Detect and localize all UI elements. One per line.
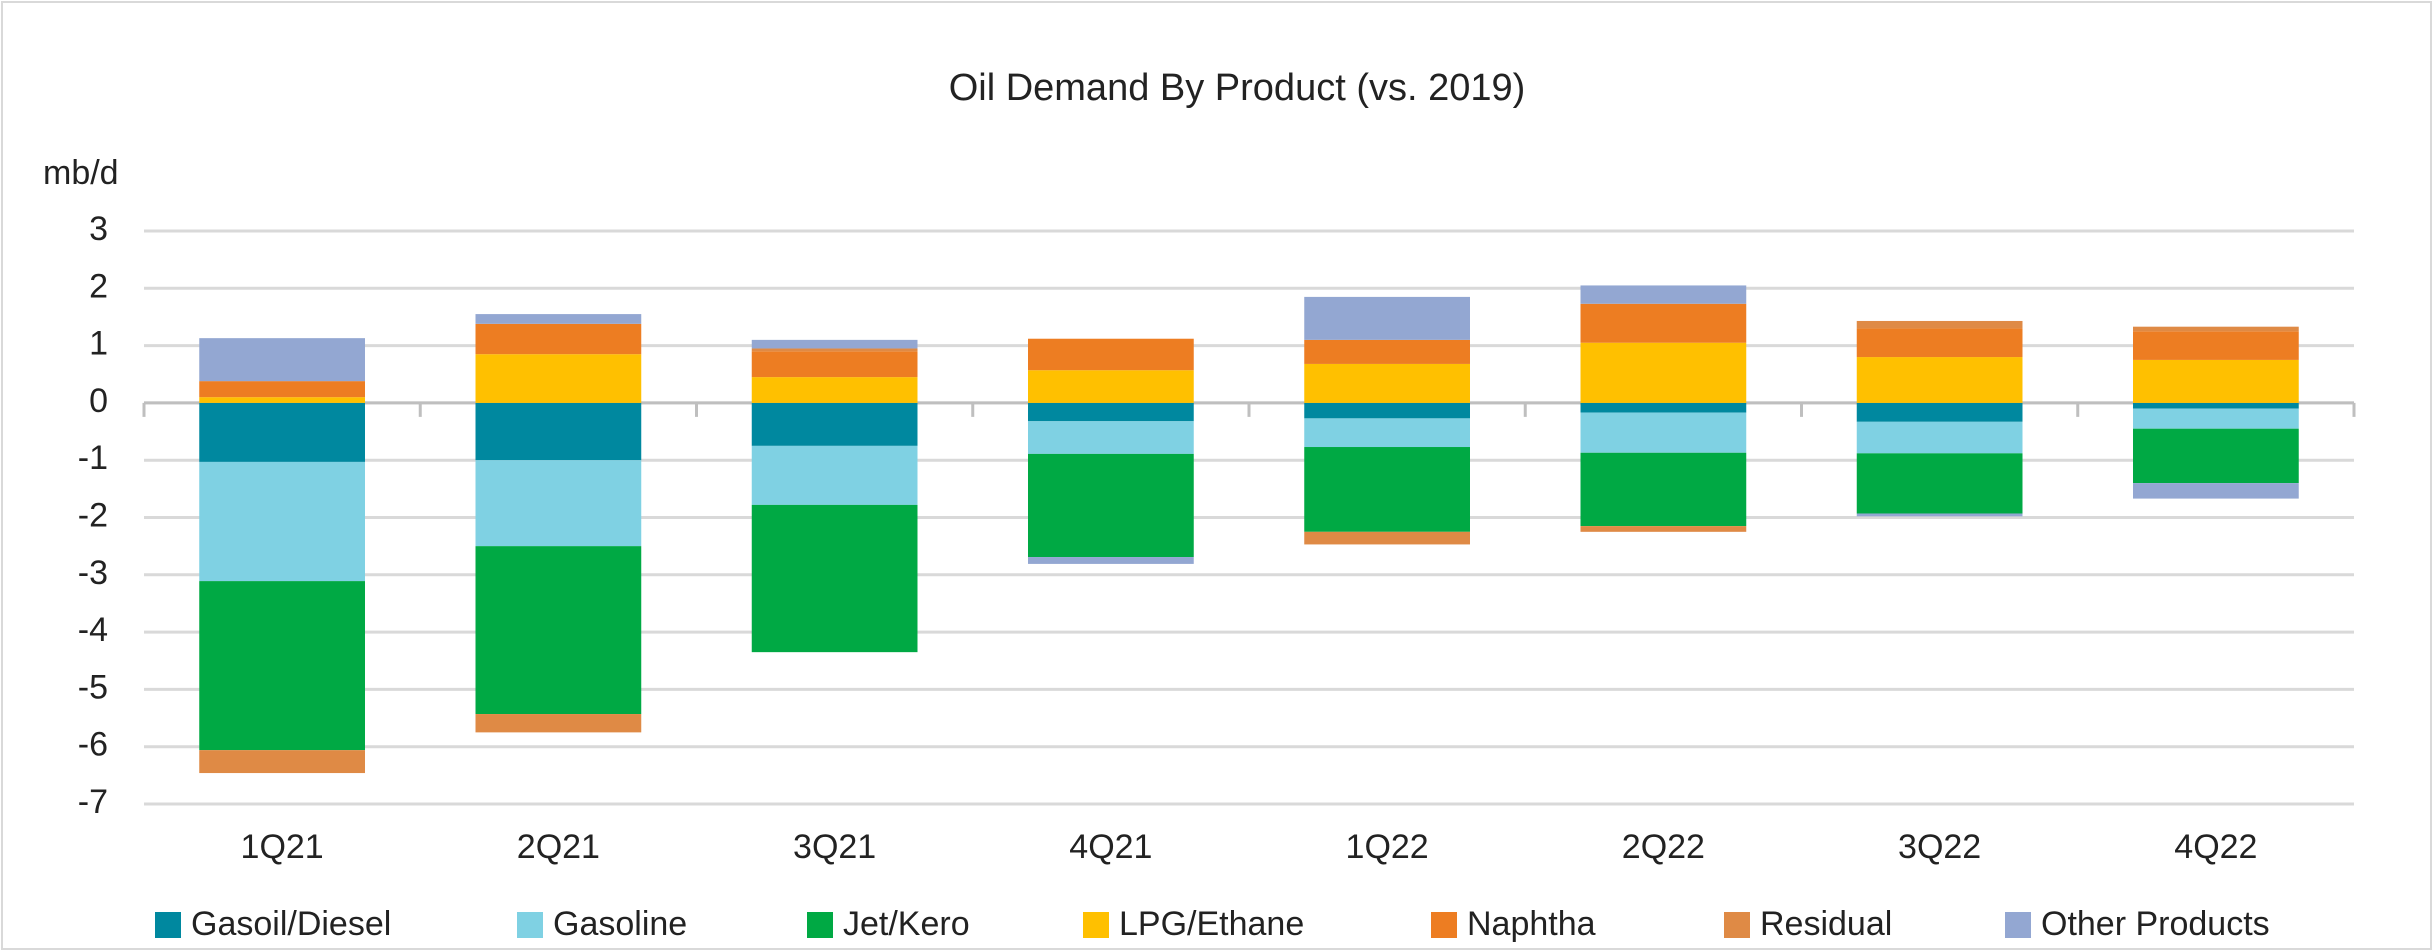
bar-segment	[2133, 408, 2299, 429]
bar-segment	[1304, 402, 1470, 419]
bar-segment	[1856, 453, 2023, 514]
bar-segment	[1304, 418, 1470, 448]
y-tick-label: -4	[78, 611, 108, 649]
legend-label: Gasoil/Diesel	[191, 905, 391, 943]
bar-segment	[1304, 531, 1470, 545]
bar-segment	[751, 339, 918, 349]
y-tick-label: -3	[78, 554, 108, 592]
bar-segment	[751, 351, 918, 378]
bar-segment	[1028, 370, 1194, 403]
y-tick-label: -7	[78, 783, 108, 821]
legend-label: Naphtha	[1467, 905, 1596, 943]
bar-segment	[475, 460, 642, 547]
y-tick-label: 2	[89, 267, 108, 305]
bar-segment	[475, 323, 642, 355]
bar-segment	[1580, 452, 1747, 527]
y-tick-label: -6	[78, 726, 108, 764]
y-tick-label: -5	[78, 668, 108, 706]
y-tick-label: -2	[78, 496, 108, 534]
legend-label: LPG/Ethane	[1119, 905, 1304, 943]
bar-segment	[199, 397, 365, 403]
bar-segment	[1028, 402, 1194, 422]
y-axis-label: mb/d	[43, 154, 119, 192]
bar-segment	[199, 338, 365, 382]
y-tick-label: -1	[78, 439, 108, 477]
bar-segment	[1028, 453, 1194, 558]
bar-segment	[1028, 338, 1194, 371]
bar-segment	[1028, 421, 1194, 454]
bar-segment	[751, 348, 918, 352]
legend-swatch	[155, 912, 181, 938]
y-tick-label: 0	[89, 382, 108, 420]
legend-swatch	[1083, 912, 1109, 938]
bar-segment	[1856, 402, 2023, 422]
bar-segment	[1304, 296, 1470, 340]
bar-segment	[475, 714, 642, 733]
bar-segment	[199, 581, 365, 751]
legend-swatch	[1431, 912, 1457, 938]
bar-segment	[1580, 526, 1747, 532]
bar-segment	[751, 377, 918, 403]
bar-segment	[475, 314, 642, 324]
bar-segment	[199, 750, 365, 774]
legend-swatch	[2005, 912, 2031, 938]
bar-segment	[751, 402, 918, 446]
bar-segment	[1856, 328, 2023, 358]
bar-segment	[1304, 447, 1470, 532]
bar-segment	[1028, 557, 1194, 564]
y-tick-label: 1	[89, 325, 108, 363]
bar-segment	[1856, 421, 2023, 454]
x-tick-label: 1Q22	[1346, 828, 1429, 866]
legend-swatch	[1724, 912, 1750, 938]
x-tick-label: 3Q21	[793, 828, 876, 866]
x-tick-label: 3Q22	[1898, 828, 1981, 866]
bar-segment	[1580, 342, 1747, 403]
bar-segment	[475, 354, 642, 403]
x-tick-label: 4Q21	[1069, 828, 1152, 866]
legend-label: Other Products	[2041, 905, 2270, 943]
legend-label: Residual	[1760, 905, 1892, 943]
y-tick-label: 3	[89, 210, 108, 248]
bar-segment	[1856, 357, 2023, 403]
bar-segment	[2133, 483, 2299, 499]
x-tick-label: 2Q22	[1622, 828, 1705, 866]
legend-label: Jet/Kero	[843, 905, 970, 943]
legend-label: Gasoline	[553, 905, 687, 943]
bar-segment	[1580, 303, 1747, 343]
bar-segment	[1580, 402, 1747, 413]
x-tick-label: 4Q22	[2174, 828, 2257, 866]
bar-segment	[751, 504, 918, 653]
x-tick-label: 1Q21	[241, 828, 324, 866]
legend-swatch	[807, 912, 833, 938]
bar-segment	[1856, 513, 2023, 517]
bar-segment	[2133, 326, 2299, 332]
bar-segment	[199, 381, 365, 398]
x-tick-label: 2Q21	[517, 828, 600, 866]
bar-segment	[2133, 331, 2299, 360]
bar-segment	[1304, 339, 1470, 364]
bar-segment	[475, 546, 642, 715]
bar-segment	[751, 445, 918, 505]
bar-segment	[475, 402, 642, 461]
bar-segment	[1304, 363, 1470, 403]
bar-segment	[199, 402, 365, 462]
chart-title: Oil Demand By Product (vs. 2019)	[949, 67, 1526, 109]
bar-segment	[1580, 285, 1747, 304]
bar-segment	[2133, 402, 2299, 409]
bar-segment	[199, 461, 365, 582]
bar-segment	[2133, 359, 2299, 403]
bar-segment	[2133, 428, 2299, 484]
bar-segment	[1856, 320, 2023, 329]
bar-segment	[1580, 412, 1747, 453]
legend-swatch	[517, 912, 543, 938]
